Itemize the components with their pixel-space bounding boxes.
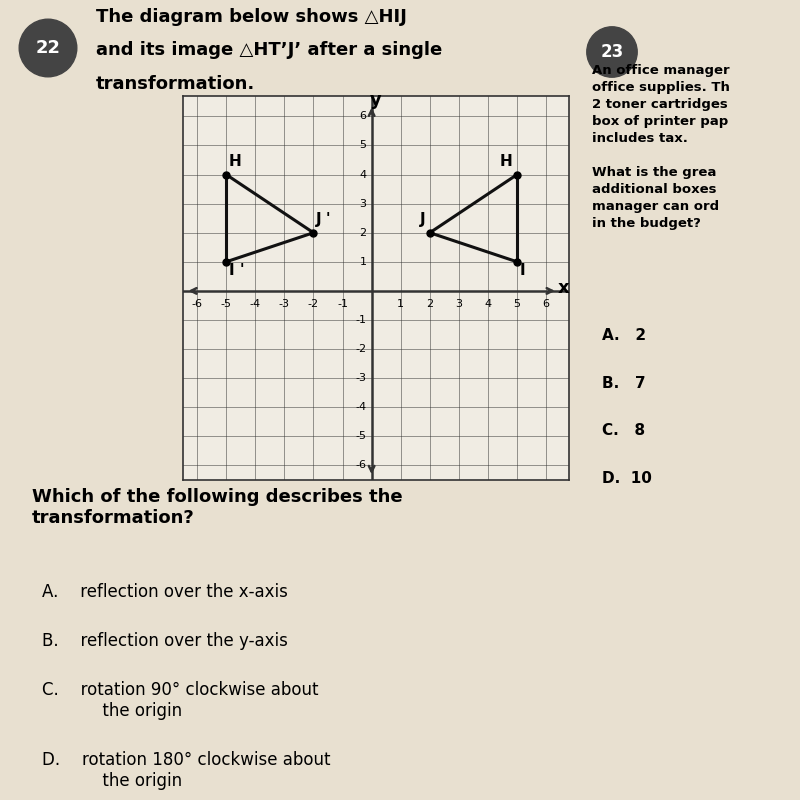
Text: 4: 4 [359,170,366,179]
Text: 2: 2 [426,299,434,309]
Text: -6: -6 [191,299,202,309]
Text: H: H [500,154,513,169]
Text: 1: 1 [359,257,366,267]
Text: -4: -4 [250,299,261,309]
Text: transformation.: transformation. [96,75,255,93]
Text: 23: 23 [600,43,624,61]
Text: and its image △HT’J’ after a single: and its image △HT’J’ after a single [96,42,442,59]
Text: J ': J ' [316,212,332,227]
Text: C.  rotation 90° clockwise about
     the origin: C. rotation 90° clockwise about the orig… [42,682,319,720]
Text: H: H [229,154,242,169]
Text: B.  reflection over the y-axis: B. reflection over the y-axis [42,632,288,650]
Circle shape [586,26,638,78]
Text: 2: 2 [359,228,366,238]
Text: A.  reflection over the x-axis: A. reflection over the x-axis [42,582,288,601]
Text: 5: 5 [359,141,366,150]
Text: 4: 4 [485,299,491,309]
Text: x: x [558,279,570,297]
Text: -1: -1 [337,299,348,309]
Text: Which of the following describes the
transformation?: Which of the following describes the tra… [32,488,402,527]
Text: B.   7: B. 7 [602,375,646,390]
Text: 5: 5 [514,299,521,309]
Text: -3: -3 [279,299,290,309]
Text: An office manager
office supplies. Th
2 toner cartridges
box of printer pap
incl: An office manager office supplies. Th 2 … [592,64,730,230]
Text: D.  rotation 180° clockwise about
     the origin: D. rotation 180° clockwise about the ori… [42,750,331,790]
Text: 3: 3 [455,299,462,309]
Text: 3: 3 [359,198,366,209]
Text: I ': I ' [229,263,245,278]
Text: C.   8: C. 8 [602,423,645,438]
Text: D.  10: D. 10 [602,470,652,486]
Text: -6: -6 [355,461,366,470]
Text: I: I [520,263,526,278]
Text: The diagram below shows △HIJ: The diagram below shows △HIJ [96,8,407,26]
Text: 6: 6 [542,299,550,309]
Text: y: y [370,91,382,110]
Circle shape [19,19,77,77]
Text: A.   2: A. 2 [602,328,646,343]
Text: -2: -2 [355,344,366,354]
Text: -5: -5 [221,299,232,309]
Text: 1: 1 [398,299,404,309]
Text: -3: -3 [355,373,366,383]
Text: 22: 22 [35,39,61,57]
Text: -4: -4 [355,402,366,412]
Text: J: J [420,212,426,227]
Text: -2: -2 [308,299,319,309]
Text: 6: 6 [359,111,366,122]
Text: -1: -1 [355,315,366,325]
Text: -5: -5 [355,431,366,442]
